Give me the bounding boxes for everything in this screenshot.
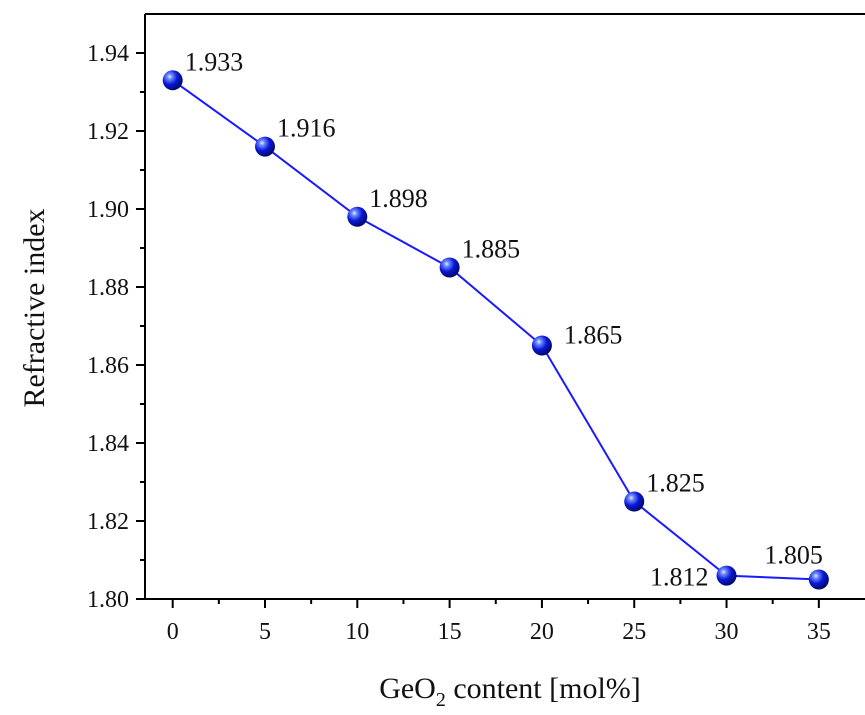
- x-tick-label: 10: [345, 619, 369, 645]
- data-point: [439, 257, 460, 278]
- data-label: 1.898: [369, 184, 428, 213]
- data-point: [808, 569, 829, 590]
- data-labels: 1.933 1.916 1.898 1.885 1.865 1.825 1.812 1.805: [185, 47, 823, 591]
- axes: [144, 13, 865, 600]
- data-point: [624, 491, 645, 512]
- series-line: [172, 79, 819, 581]
- data-label: 1.885: [462, 235, 520, 264]
- x-tick-label: 20: [530, 619, 554, 645]
- data-label: 1.812: [650, 563, 709, 592]
- x-tick-label: 5: [259, 619, 271, 645]
- y-tick-label: 1.92: [87, 119, 129, 145]
- x-axis-title: GeO2 content [mol%]: [379, 672, 641, 710]
- x-tick-label: 35: [807, 619, 831, 645]
- data-label: 1.865: [564, 321, 623, 350]
- data-label: 1.933: [185, 47, 244, 76]
- data-point: [347, 206, 368, 227]
- x-tick-label: 30: [715, 619, 739, 645]
- data-point: [531, 335, 552, 356]
- data-point: [162, 70, 183, 91]
- ticks: 1.80 1.82 1.84 1.86 1.88 1.90 1.92 1.94 0 5 10 15 20…: [87, 41, 831, 645]
- x-tick-label: 15: [438, 619, 462, 645]
- data-label: 1.916: [277, 114, 336, 143]
- y-tick-label: 1.94: [87, 41, 129, 67]
- x-tick-label: 25: [622, 619, 646, 645]
- y-tick-label: 1.84: [87, 431, 129, 457]
- y-tick-label: 1.90: [87, 197, 129, 223]
- data-label: 1.825: [646, 469, 705, 498]
- x-tick-label: 0: [167, 619, 179, 645]
- series: [162, 70, 829, 590]
- y-axis-title: Refractive index: [18, 208, 51, 407]
- y-tick-label: 1.82: [87, 509, 129, 535]
- data-point: [255, 136, 275, 157]
- y-tick-label: 1.86: [87, 353, 129, 379]
- y-tick-label: 1.88: [87, 275, 129, 301]
- y-tick-label: 1.80: [87, 587, 129, 613]
- data-point: [716, 565, 737, 586]
- data-label: 1.805: [764, 541, 823, 570]
